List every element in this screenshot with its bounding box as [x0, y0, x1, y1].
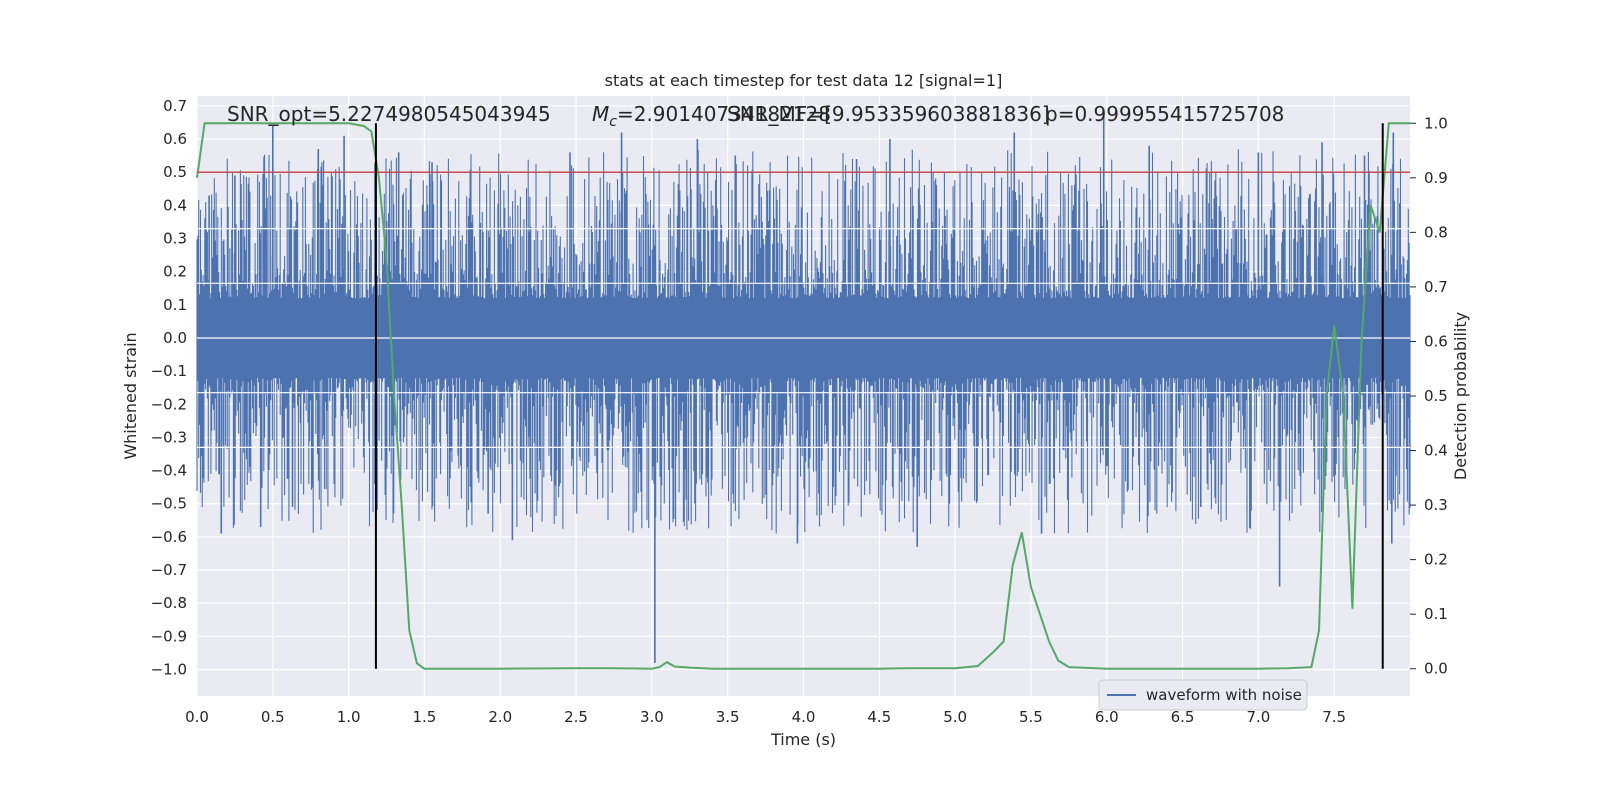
x-tick-label: 3.5: [716, 708, 740, 726]
y2-tick-label: 0.4: [1424, 442, 1448, 460]
x-tick-label: 0.5: [261, 708, 285, 726]
x-tick-label: 1.0: [337, 708, 361, 726]
y2-tick-label: 0.1: [1424, 605, 1448, 623]
annotation-snr-opt: SNR_opt=5.2274980545043945: [227, 102, 551, 126]
y2-tick-label: 0.5: [1424, 387, 1448, 405]
y-tick-label: −0.9: [151, 627, 187, 645]
y-tick-label: 0.7: [163, 97, 187, 115]
probability-line: [196, 122, 1410, 670]
annotation-snr-mf: SNR_MF=[9.953359603881836]: [727, 102, 1050, 126]
y2-tick-label: 1.0: [1424, 114, 1448, 132]
x-tick-label: 6.0: [1095, 708, 1119, 726]
waveform-series: [196, 109, 1411, 663]
y-tick-label: −0.4: [151, 462, 187, 480]
y-tick-label: 0.5: [163, 163, 187, 181]
y-tick-label: 0.6: [163, 130, 187, 148]
y-tick-label: 0.1: [163, 296, 187, 314]
y2-tick-label: 0.3: [1424, 496, 1448, 514]
x-tick-label: 5.0: [943, 708, 967, 726]
y-tick-label: −0.3: [151, 428, 187, 446]
x-tick-label: 5.5: [1019, 708, 1043, 726]
y2-tick-label: 0.6: [1424, 332, 1448, 350]
y-tick-label: 0.4: [163, 196, 187, 214]
annotation-mc: Mc=2.90140734182128: [592, 102, 831, 130]
y2-tick-label: 0.2: [1424, 551, 1448, 569]
x-tick-label: 1.5: [413, 708, 437, 726]
y-tick-label: 0.3: [163, 230, 187, 248]
x-tick-label: 2.0: [488, 708, 512, 726]
x-tick-label: 4.0: [792, 708, 816, 726]
y2-tick-label: 0.9: [1424, 169, 1448, 187]
x-axis-label: Time (s): [770, 730, 836, 749]
x-tick-label: 0.0: [185, 708, 209, 726]
y2-axis-label: Detection probability: [1451, 312, 1470, 480]
y-tick-label: −0.6: [151, 528, 187, 546]
x-tick-label: 2.5: [564, 708, 588, 726]
right-axis: 1.0 0.9 0.8 0.7 0.6 0.5 0.4 0.3 0.2 0.1 0.0: [1410, 114, 1448, 678]
markers: [197, 123, 1410, 669]
probability-series: [196, 122, 1410, 670]
x-tick-label: 7.0: [1246, 708, 1270, 726]
annotation-p: p=0.999955415725708: [1045, 102, 1284, 126]
y-tick-label: −0.8: [151, 594, 187, 612]
y2-tick-label: 0.8: [1424, 223, 1448, 241]
legend-label: waveform with noise: [1146, 686, 1302, 704]
y-tick-label: −1.0: [151, 660, 187, 678]
y-axis-label: Whitened strain: [121, 332, 140, 459]
x-tick-label: 7.5: [1322, 708, 1346, 726]
y2-tick-label: 0.0: [1424, 660, 1448, 678]
y-tick-label: −0.7: [151, 561, 187, 579]
x-tick-label: 4.5: [867, 708, 891, 726]
chart-title: stats at each timestep for test data 12 …: [605, 71, 1003, 90]
y-tick-label: −0.5: [151, 495, 187, 513]
legend: waveform with noise: [1098, 679, 1308, 711]
x-tick-label: 6.5: [1171, 708, 1195, 726]
y-tick-label: −0.2: [151, 395, 187, 413]
y-tick-label: 0.0: [163, 329, 187, 347]
y-tick-label: −0.1: [151, 362, 187, 380]
waveform-trace: [196, 149, 1411, 534]
x-tick-label: 3.0: [640, 708, 664, 726]
y2-tick-label: 0.7: [1424, 278, 1448, 296]
legend-box: [1098, 679, 1308, 711]
left-axis: 0.7 0.6 0.5 0.4 0.3 0.2 0.1 0.0 −0.1 −0.2 −0.3 −0.4…: [151, 97, 187, 679]
y-tick-label: 0.2: [163, 263, 187, 281]
x-axis: 0.0 0.5 1.0 1.5 2.0 2.5 3.0 3.5 4.0 4.5 5.0 5.5 6.0 6…: [185, 708, 1346, 726]
